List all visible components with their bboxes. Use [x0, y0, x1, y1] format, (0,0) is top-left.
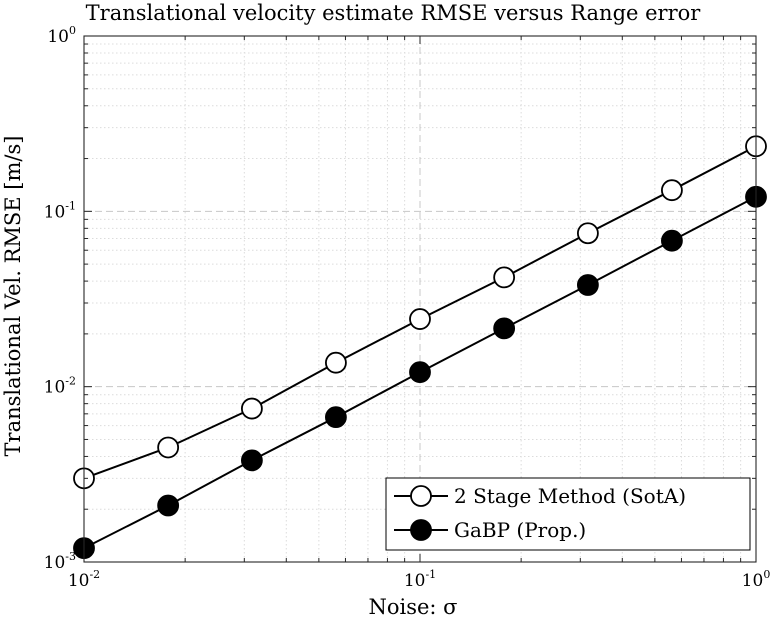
data-point-1-6 — [576, 274, 599, 296]
y-tick-label: 10-2 — [44, 375, 76, 398]
axis-ticks — [83, 35, 757, 563]
x-tick-labels: 10-2 10-1 100 — [68, 568, 771, 591]
major-grid — [84, 36, 756, 562]
data-point-0-4 — [409, 308, 431, 330]
data-point-0-5 — [493, 266, 516, 289]
legend-label-sota: 2 Stage Method (SotA) — [454, 484, 686, 508]
legend: 2 Stage Method (SotA) GaBP (Prop.) — [385, 477, 751, 551]
y-tick-label: 10-3 — [44, 550, 76, 573]
x-tick-label: 10-2 — [68, 568, 100, 591]
legend-label-gabp: GaBP (Prop.) — [454, 518, 586, 542]
data-point-0-6 — [576, 222, 599, 245]
y-tick-labels: 10-3 10-2 10-1 100 — [44, 24, 76, 573]
legend-marker-gabp — [410, 519, 432, 541]
x-tick-label: 100 — [742, 568, 771, 591]
legend-box — [385, 477, 751, 551]
data-point-0-1 — [157, 436, 180, 459]
data-point-1-4 — [409, 361, 431, 384]
data-point-1-7 — [661, 229, 683, 252]
data-point-1-5 — [493, 317, 516, 340]
y-tick-label: 100 — [47, 24, 76, 47]
data-point-1-1 — [157, 494, 180, 517]
y-axis-label: Translational Vel. RMSE [m/s] — [1, 136, 25, 457]
data-point-0-7 — [661, 179, 683, 202]
data-point-1-3 — [325, 406, 347, 429]
data-point-0-3 — [325, 351, 347, 374]
data-point-1-2 — [240, 449, 263, 472]
legend-marker-sota — [410, 485, 432, 507]
data-point-0-2 — [240, 397, 263, 420]
y-tick-label: 10-1 — [44, 199, 76, 222]
x-tick-label: 10-1 — [404, 568, 436, 591]
x-axis-label: Noise: σ — [368, 595, 457, 619]
chart-title: Translational velocity estimate RMSE ver… — [86, 1, 702, 25]
